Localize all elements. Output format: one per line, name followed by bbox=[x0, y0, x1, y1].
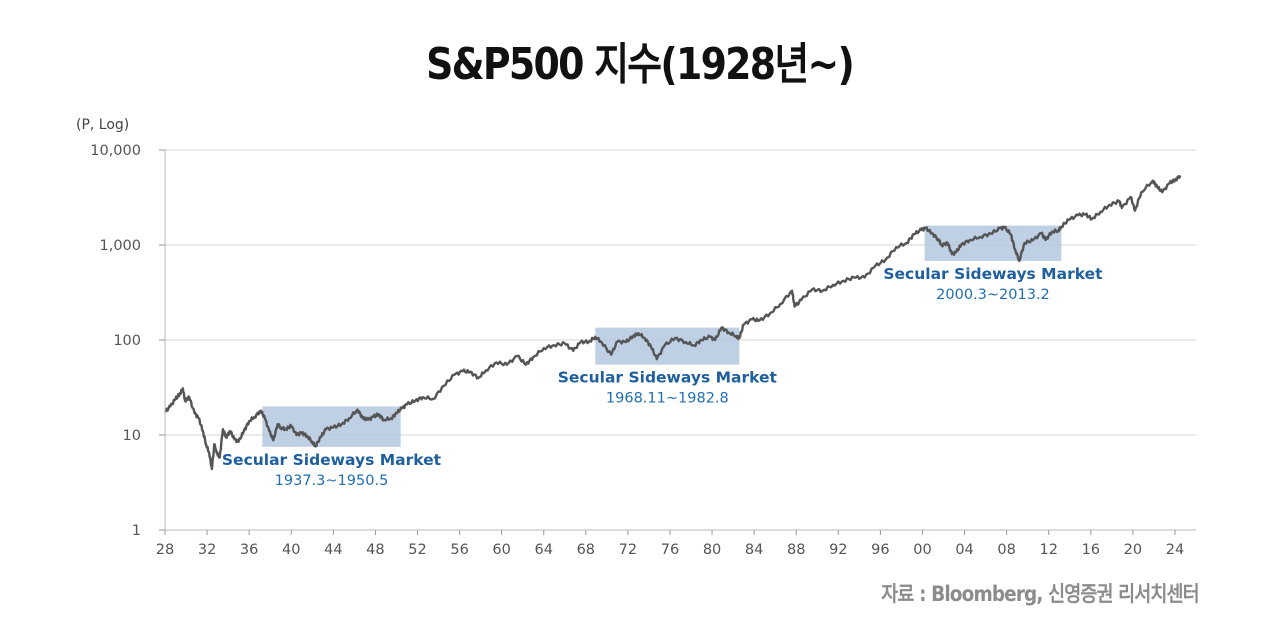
highlight-boxes bbox=[262, 225, 1062, 447]
x-tick-label: 40 bbox=[282, 542, 300, 558]
x-tick-label: 24 bbox=[1166, 542, 1184, 558]
x-tick-label: 08 bbox=[997, 542, 1015, 558]
x-tick-label: 04 bbox=[955, 542, 973, 558]
x-tick-label: 76 bbox=[661, 542, 679, 558]
x-tick-label: 80 bbox=[703, 542, 721, 558]
x-tick-label: 64 bbox=[535, 542, 553, 558]
x-tick-label: 88 bbox=[787, 542, 805, 558]
annotation-title: Secular Sideways Market bbox=[883, 265, 1103, 283]
x-tick-label: 84 bbox=[745, 542, 763, 558]
annotation-title: Secular Sideways Market bbox=[222, 451, 442, 469]
y-tick-label: 10,000 bbox=[90, 143, 141, 159]
x-tick-label: 52 bbox=[408, 542, 426, 558]
x-tick-label: 92 bbox=[829, 542, 847, 558]
x-tick-label: 44 bbox=[324, 542, 342, 558]
x-tick-label: 48 bbox=[366, 542, 384, 558]
y-tick-labels: 1 10 100 1,000 10,000 bbox=[90, 143, 165, 539]
x-tick-label: 16 bbox=[1082, 542, 1100, 558]
annotation-title: Secular Sideways Market bbox=[558, 369, 778, 387]
annotations: Secular Sideways Market 1937.3~1950.5 Secu… bbox=[222, 265, 1103, 489]
x-tick-label: 32 bbox=[198, 542, 216, 558]
chart-title: S&P500 지수(1928년~) bbox=[426, 39, 855, 90]
y-tick-label: 1,000 bbox=[99, 238, 141, 254]
y-tick-label: 100 bbox=[113, 333, 141, 349]
x-tick-label: 20 bbox=[1124, 542, 1142, 558]
annotation-range: 1968.11~1982.8 bbox=[606, 391, 729, 407]
x-tick-label: 96 bbox=[871, 542, 889, 558]
annotation-range: 2000.3~2013.2 bbox=[936, 287, 1050, 303]
series-line bbox=[164, 174, 1182, 471]
x-tick-label: 00 bbox=[913, 542, 931, 558]
x-tick-label: 36 bbox=[240, 542, 258, 558]
x-tick-labels: 28 32 36 40 44 48 52 56 60 64 68 72 76 80 84 88 92 96 00 04… bbox=[156, 530, 1184, 558]
y-unit-label: (P, Log) bbox=[76, 117, 129, 133]
y-tick-label: 1 bbox=[132, 523, 141, 539]
sideways-market-highlight bbox=[595, 327, 740, 365]
y-tick-label: 10 bbox=[123, 428, 141, 444]
x-tick-label: 56 bbox=[450, 542, 468, 558]
x-tick-label: 28 bbox=[156, 542, 174, 558]
source-note: 자료 : Bloomberg, 신영증권 리서치센터 bbox=[881, 582, 1200, 606]
annotation-range: 1937.3~1950.5 bbox=[275, 473, 389, 489]
x-tick-label: 68 bbox=[577, 542, 595, 558]
x-tick-label: 12 bbox=[1039, 542, 1057, 558]
x-tick-label: 72 bbox=[619, 542, 637, 558]
x-tick-label: 60 bbox=[492, 542, 510, 558]
